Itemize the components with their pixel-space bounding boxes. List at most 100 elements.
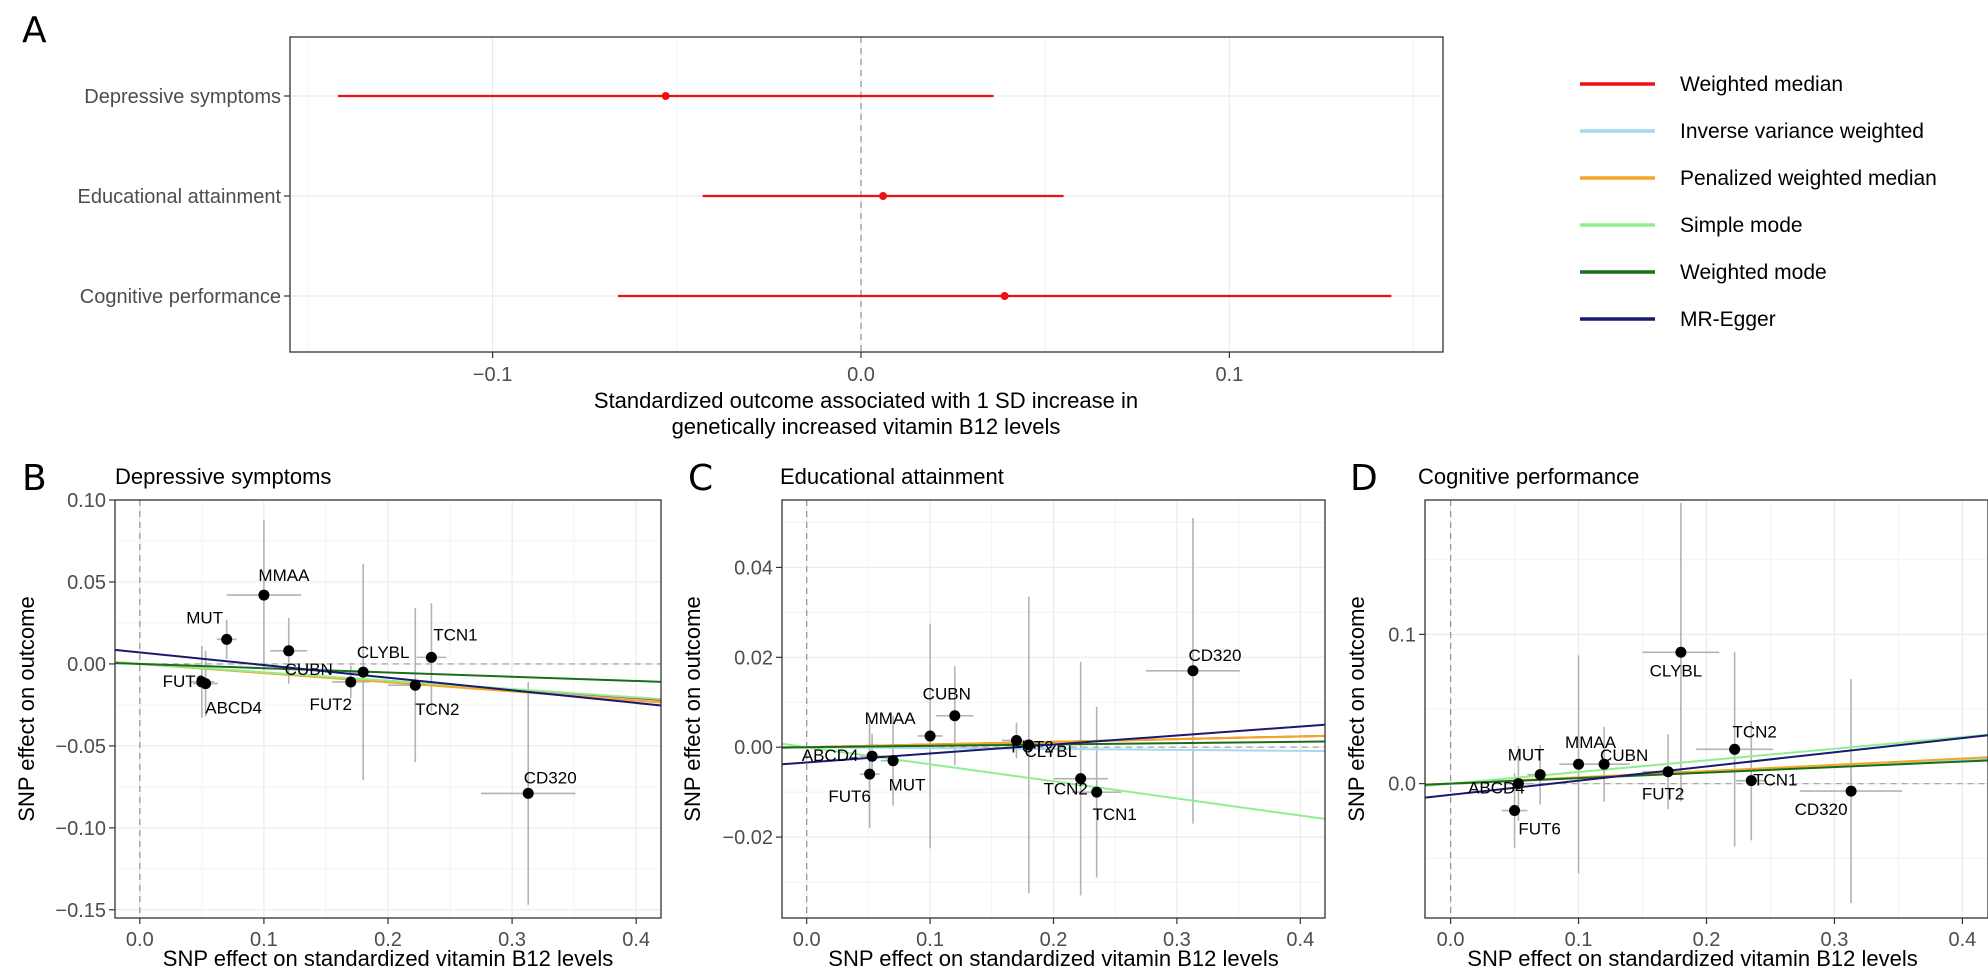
snp-label-fut6: FUT6 — [1518, 820, 1561, 839]
regression-line-simple-mode — [115, 661, 661, 701]
forest-estimate-cognitive-performance — [1000, 292, 1009, 300]
snp-label-mut: MUT — [186, 608, 223, 627]
snp-point-abcd4 — [1512, 778, 1524, 790]
regression-line-weighted-mode — [115, 662, 661, 683]
y-axis-label: SNP effect on outcome — [14, 596, 39, 821]
snp-label-fut6: FUT6 — [163, 672, 206, 691]
snp-label-mut: MUT — [889, 776, 926, 795]
panel-title: Depressive symptoms — [115, 464, 331, 489]
snp-point-fut2 — [1010, 734, 1022, 746]
regression-lines — [782, 723, 1325, 820]
panel-letter-c: C — [688, 458, 713, 499]
legend-label-weighted-median: Weighted median — [1680, 73, 1843, 96]
x-tick-label: 0.0 — [793, 929, 821, 951]
y-tick-label: −0.15 — [55, 900, 106, 922]
snp-point-tcn1 — [1745, 775, 1757, 787]
x-tick-label: 0.2 — [374, 929, 402, 951]
snp-point-cubn — [1598, 758, 1610, 770]
forest-row-label-depressive-symptoms: Depressive symptoms — [84, 86, 281, 108]
x-tick-label: 0.1 — [1565, 929, 1593, 951]
snp-point-abcd4 — [866, 750, 878, 762]
panel-letter-a: A — [22, 10, 47, 51]
forest-estimate-educational-attainment — [879, 192, 888, 200]
snp-label-mmaa: MMAA — [1565, 733, 1617, 752]
snp-label-fut2: FUT2 — [1011, 737, 1054, 756]
snp-label-tcn1: TCN1 — [1753, 771, 1797, 790]
snp-point-cd320 — [1187, 665, 1199, 677]
plot-border — [781, 499, 1326, 919]
scatter-panel-educational: 0.0 0.1 0.2 0.3 0.4 0.04 0.02 0.00 −0.02 CUBN MMAA… — [680, 464, 1326, 971]
snp-label-tcn2: TCN2 — [1732, 722, 1776, 741]
snp-point-fut2 — [345, 676, 357, 688]
regression-line-simple-mode — [1425, 733, 1988, 787]
x-tick-label: 0.2 — [1040, 929, 1068, 951]
x-axis-label: SNP effect on standardized vitamin B12 l… — [163, 946, 613, 971]
snp-point-cubn — [949, 710, 961, 722]
x-tick-label: 0.0 — [1437, 929, 1465, 951]
y-axis-label: SNP effect on outcome — [1344, 596, 1369, 821]
snp-point-fut6 — [1509, 805, 1521, 817]
y-tick-label: −0.02 — [722, 827, 773, 849]
snp-point-clybl — [357, 666, 369, 678]
snp-label-cd320: CD320 — [1795, 800, 1848, 819]
y-tick-label: 0.00 — [67, 654, 106, 676]
legend-label-simple-mode: Simple mode — [1680, 214, 1803, 237]
forest-x-axis-label-line2: genetically increased vitamin B12 levels — [672, 414, 1061, 439]
forest-x-tick-label: 0.1 — [1215, 364, 1243, 386]
snp-label-tcn1: TCN1 — [1092, 805, 1136, 824]
y-tick-label: 0.1 — [1388, 624, 1416, 646]
x-tick-label: 0.1 — [916, 929, 944, 951]
snp-point-cubn — [283, 645, 295, 657]
legend-label-inverse-variance-weighted: Inverse variance weighted — [1680, 120, 1924, 143]
x-tick-label: 0.4 — [622, 929, 650, 951]
forest-plot: −0.1 0.0 0.1 Depressive symptoms Educational… — [78, 36, 1444, 386]
forest-x-axis-label-line1: Standardized outcome associated with 1 S… — [594, 388, 1138, 413]
forest-estimate-depressive-symptoms — [661, 92, 670, 100]
y-tick-label: 0.02 — [734, 647, 773, 669]
y-tick-label: 0.0 — [1388, 774, 1416, 796]
plot-border — [114, 499, 662, 919]
snp-label-fut6: FUT6 — [828, 787, 871, 806]
forest-plot-border — [289, 36, 1444, 353]
snp-point-tcn2 — [1729, 743, 1741, 755]
snp-label-abcd4: ABCD4 — [802, 746, 859, 765]
forest-row-label-educational-attainment: Educational attainment — [78, 186, 282, 208]
forest-x-tick-label: 0.0 — [847, 364, 875, 386]
snp-point-mut — [887, 755, 899, 767]
snp-point-cd320 — [522, 787, 534, 799]
snp-point-abcd4 — [200, 678, 212, 690]
legend-label-penalized-weighted-median: Penalized weighted median — [1680, 167, 1937, 190]
snp-point-fut2 — [1662, 766, 1674, 778]
y-tick-label: 0.05 — [67, 572, 106, 594]
snp-label-cd320: CD320 — [1188, 646, 1241, 665]
legend-label-mr-egger: MR-Egger — [1680, 308, 1776, 331]
x-tick-label: 0.0 — [126, 929, 154, 951]
snp-label-clybl: CLYBL — [1025, 742, 1078, 761]
x-tick-label: 0.1 — [250, 929, 278, 951]
x-axis-label: SNP effect on standardized vitamin B12 l… — [1467, 946, 1917, 971]
snp-label-fut2: FUT2 — [1642, 785, 1685, 804]
panel-title: Educational attainment — [780, 464, 1004, 489]
regression-lines — [115, 648, 661, 707]
x-axis-label: SNP effect on standardized vitamin B12 l… — [828, 946, 1278, 971]
snp-label-abcd4: ABCD4 — [1468, 779, 1525, 798]
snp-point-tcn2 — [409, 679, 421, 691]
forest-x-tick-label: −0.1 — [473, 364, 512, 386]
y-tick-label: −0.05 — [55, 736, 106, 758]
legend: Weighted median Inverse variance weighted… — [1580, 73, 1937, 331]
snp-label-cd320: CD320 — [524, 768, 577, 787]
y-tick-label: 0.04 — [734, 557, 773, 579]
snp-label-clybl: CLYBL — [1650, 661, 1703, 680]
snp-label-mut: MUT — [1508, 746, 1545, 765]
snp-point-clybl — [1675, 646, 1687, 658]
plot-border — [1424, 499, 1988, 919]
snp-label-abcd4: ABCD4 — [205, 699, 262, 718]
snp-point-mmaa — [1573, 758, 1585, 770]
snp-point-mmaa — [924, 730, 936, 742]
regression-line-mr-egger — [115, 648, 661, 707]
panel-letter-b: B — [22, 458, 47, 499]
scatter-panel-cognitive: 0.0 0.1 0.2 0.3 0.4 0.1 0.0 CLYBL MMAA MUT CUBN FUT… — [1344, 464, 1988, 971]
x-tick-label: 0.2 — [1693, 929, 1721, 951]
y-axis-label: SNP effect on outcome — [680, 596, 705, 821]
